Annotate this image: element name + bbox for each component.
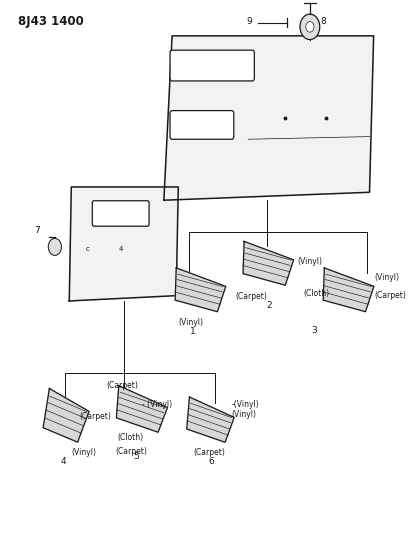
Circle shape: [306, 21, 314, 32]
Text: (Carpet): (Carpet): [236, 292, 268, 301]
Text: 6: 6: [208, 457, 214, 466]
Text: (Vinyl): (Vinyl): [374, 272, 399, 281]
Text: - (Vinyl): - (Vinyl): [142, 400, 173, 409]
Text: (Vinyl): (Vinyl): [178, 318, 203, 327]
Circle shape: [300, 14, 320, 39]
Text: 4: 4: [60, 457, 66, 466]
Text: (Vinyl): (Vinyl): [71, 448, 97, 457]
Polygon shape: [187, 397, 234, 442]
FancyBboxPatch shape: [170, 50, 254, 81]
Text: (Carpet): (Carpet): [116, 447, 148, 456]
Circle shape: [48, 238, 62, 255]
Polygon shape: [116, 386, 168, 432]
Text: 4: 4: [119, 246, 123, 252]
Text: 9: 9: [247, 17, 252, 26]
Polygon shape: [164, 36, 374, 200]
Text: (Carpet): (Carpet): [106, 381, 139, 390]
Text: (Carpet): (Carpet): [193, 448, 225, 457]
Text: 8: 8: [320, 17, 326, 26]
Text: c: c: [86, 246, 89, 252]
Text: 7: 7: [35, 227, 40, 236]
Text: (Carpet): (Carpet): [374, 291, 406, 300]
FancyBboxPatch shape: [170, 111, 234, 139]
Polygon shape: [243, 241, 294, 285]
Text: 2: 2: [266, 301, 272, 310]
Text: (Cloth): (Cloth): [304, 288, 330, 297]
Text: 1: 1: [190, 327, 196, 336]
Text: (Vinyl): (Vinyl): [297, 257, 322, 265]
Text: 3: 3: [311, 326, 317, 335]
Text: 8J43 1400: 8J43 1400: [18, 14, 84, 28]
Text: 5: 5: [134, 452, 139, 461]
Polygon shape: [43, 389, 89, 442]
Polygon shape: [323, 268, 374, 312]
Text: (Cloth): (Cloth): [118, 433, 144, 442]
Polygon shape: [175, 268, 226, 312]
FancyBboxPatch shape: [92, 201, 149, 226]
Text: (Carpet): (Carpet): [80, 411, 111, 421]
Text: (Vinyl): (Vinyl): [232, 410, 257, 419]
Text: -(Vinyl): -(Vinyl): [232, 400, 260, 409]
Polygon shape: [69, 187, 178, 301]
